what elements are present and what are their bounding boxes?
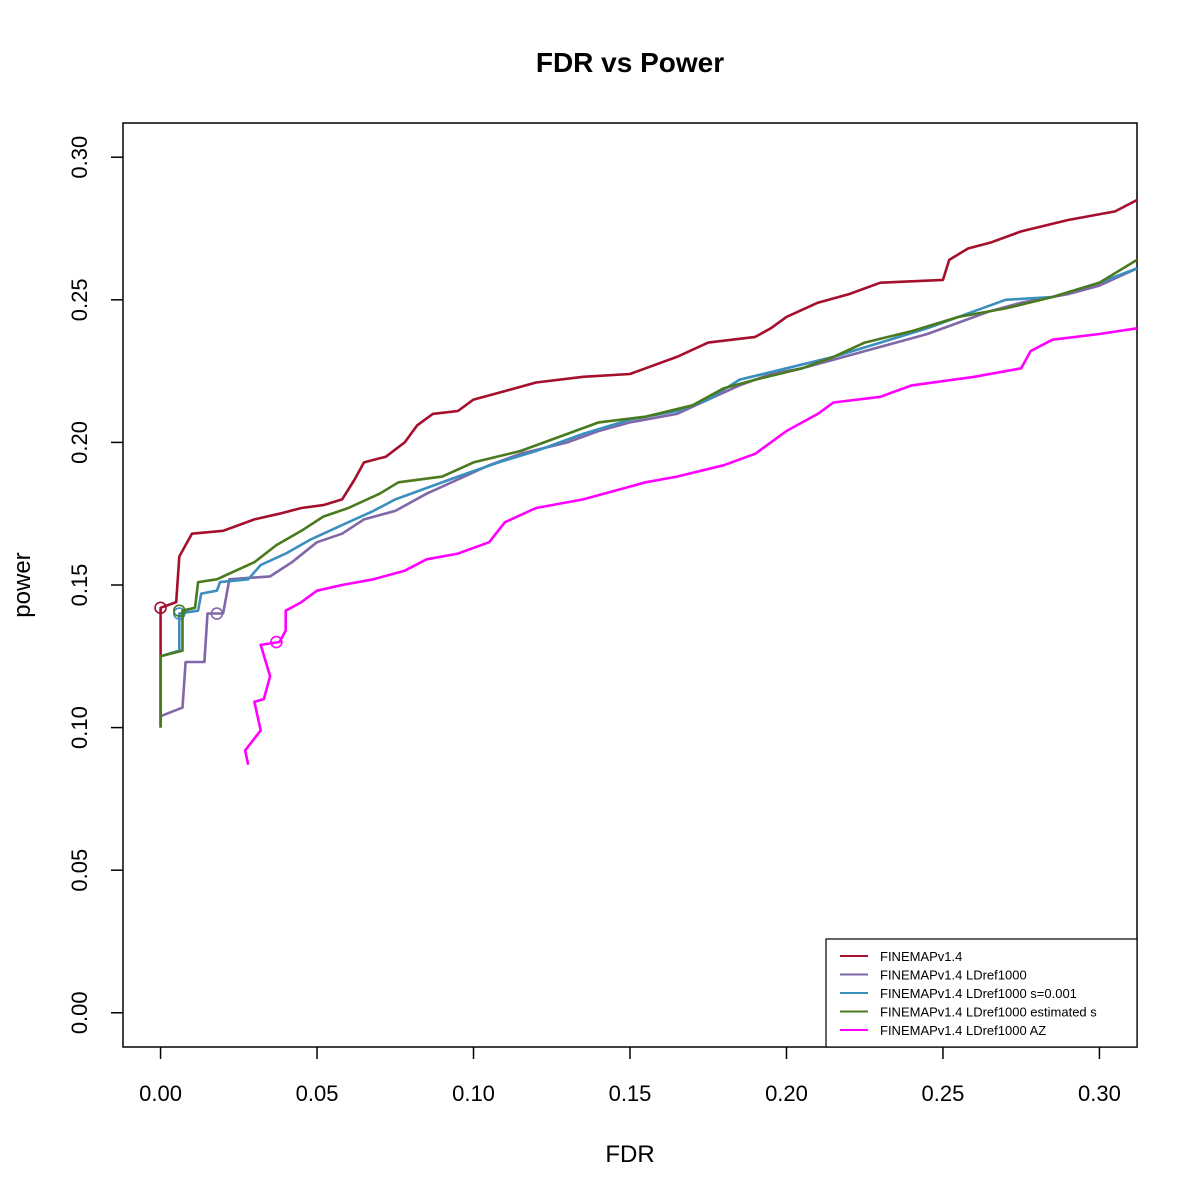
y-tick-label: 0.00 (67, 991, 92, 1034)
series-marker-2 (210, 607, 224, 620)
series-layer (154, 198, 1137, 765)
x-axis-label: FDR (605, 1141, 654, 1168)
series-line-4 (159, 258, 1137, 728)
legend-entry: FINEMAPv1.4 (880, 949, 962, 964)
legend-entry: FINEMAPv1.4 LDref1000 s=0.001 (880, 986, 1077, 1001)
y-axis-label: power (9, 552, 36, 617)
series-line-2 (160, 267, 1137, 718)
series-marker-1 (154, 601, 167, 615)
series-line-5 (243, 327, 1137, 765)
legend-entry: FINEMAPv1.4 LDref1000 AZ (880, 1023, 1046, 1038)
legend-entry: FINEMAPv1.4 LDref1000 estimated s (880, 1005, 1097, 1020)
chart-title: FDR vs Power (536, 47, 724, 78)
x-tick-label: 0.10 (452, 1081, 495, 1106)
y-tick-label: 0.20 (67, 421, 92, 464)
y-axis: 0.00 0.05 0.10 0.15 0.20 0.25 0.30 (67, 136, 123, 1034)
series-line-1 (159, 198, 1137, 728)
y-tick-label: 0.30 (67, 136, 92, 179)
x-tick-label: 0.30 (1078, 1081, 1121, 1106)
x-tick-label: 0.00 (139, 1081, 182, 1106)
legend-entry: FINEMAPv1.4 LDref1000 (880, 968, 1027, 983)
series-marker-4 (173, 604, 186, 617)
plot-box (122, 122, 1138, 1048)
x-tick-label: 0.15 (609, 1081, 652, 1106)
legend-box (825, 938, 1138, 1048)
series-marker-5 (270, 635, 283, 649)
legend: FINEMAPv1.4 FINEMAPv1.4 LDref1000 FINEMAPv… (825, 938, 1138, 1048)
y-tick-label: 0.10 (67, 706, 92, 749)
x-tick-label: 0.20 (765, 1081, 808, 1106)
x-axis: 0.00 0.05 0.10 0.15 0.20 0.25 0.30 (139, 1047, 1121, 1106)
y-tick-label: 0.15 (67, 564, 92, 607)
x-tick-label: 0.25 (922, 1081, 965, 1106)
y-tick-label: 0.05 (67, 849, 92, 892)
x-tick-label: 0.05 (296, 1081, 339, 1106)
y-tick-label: 0.25 (67, 278, 92, 321)
series-line-3 (160, 267, 1137, 658)
